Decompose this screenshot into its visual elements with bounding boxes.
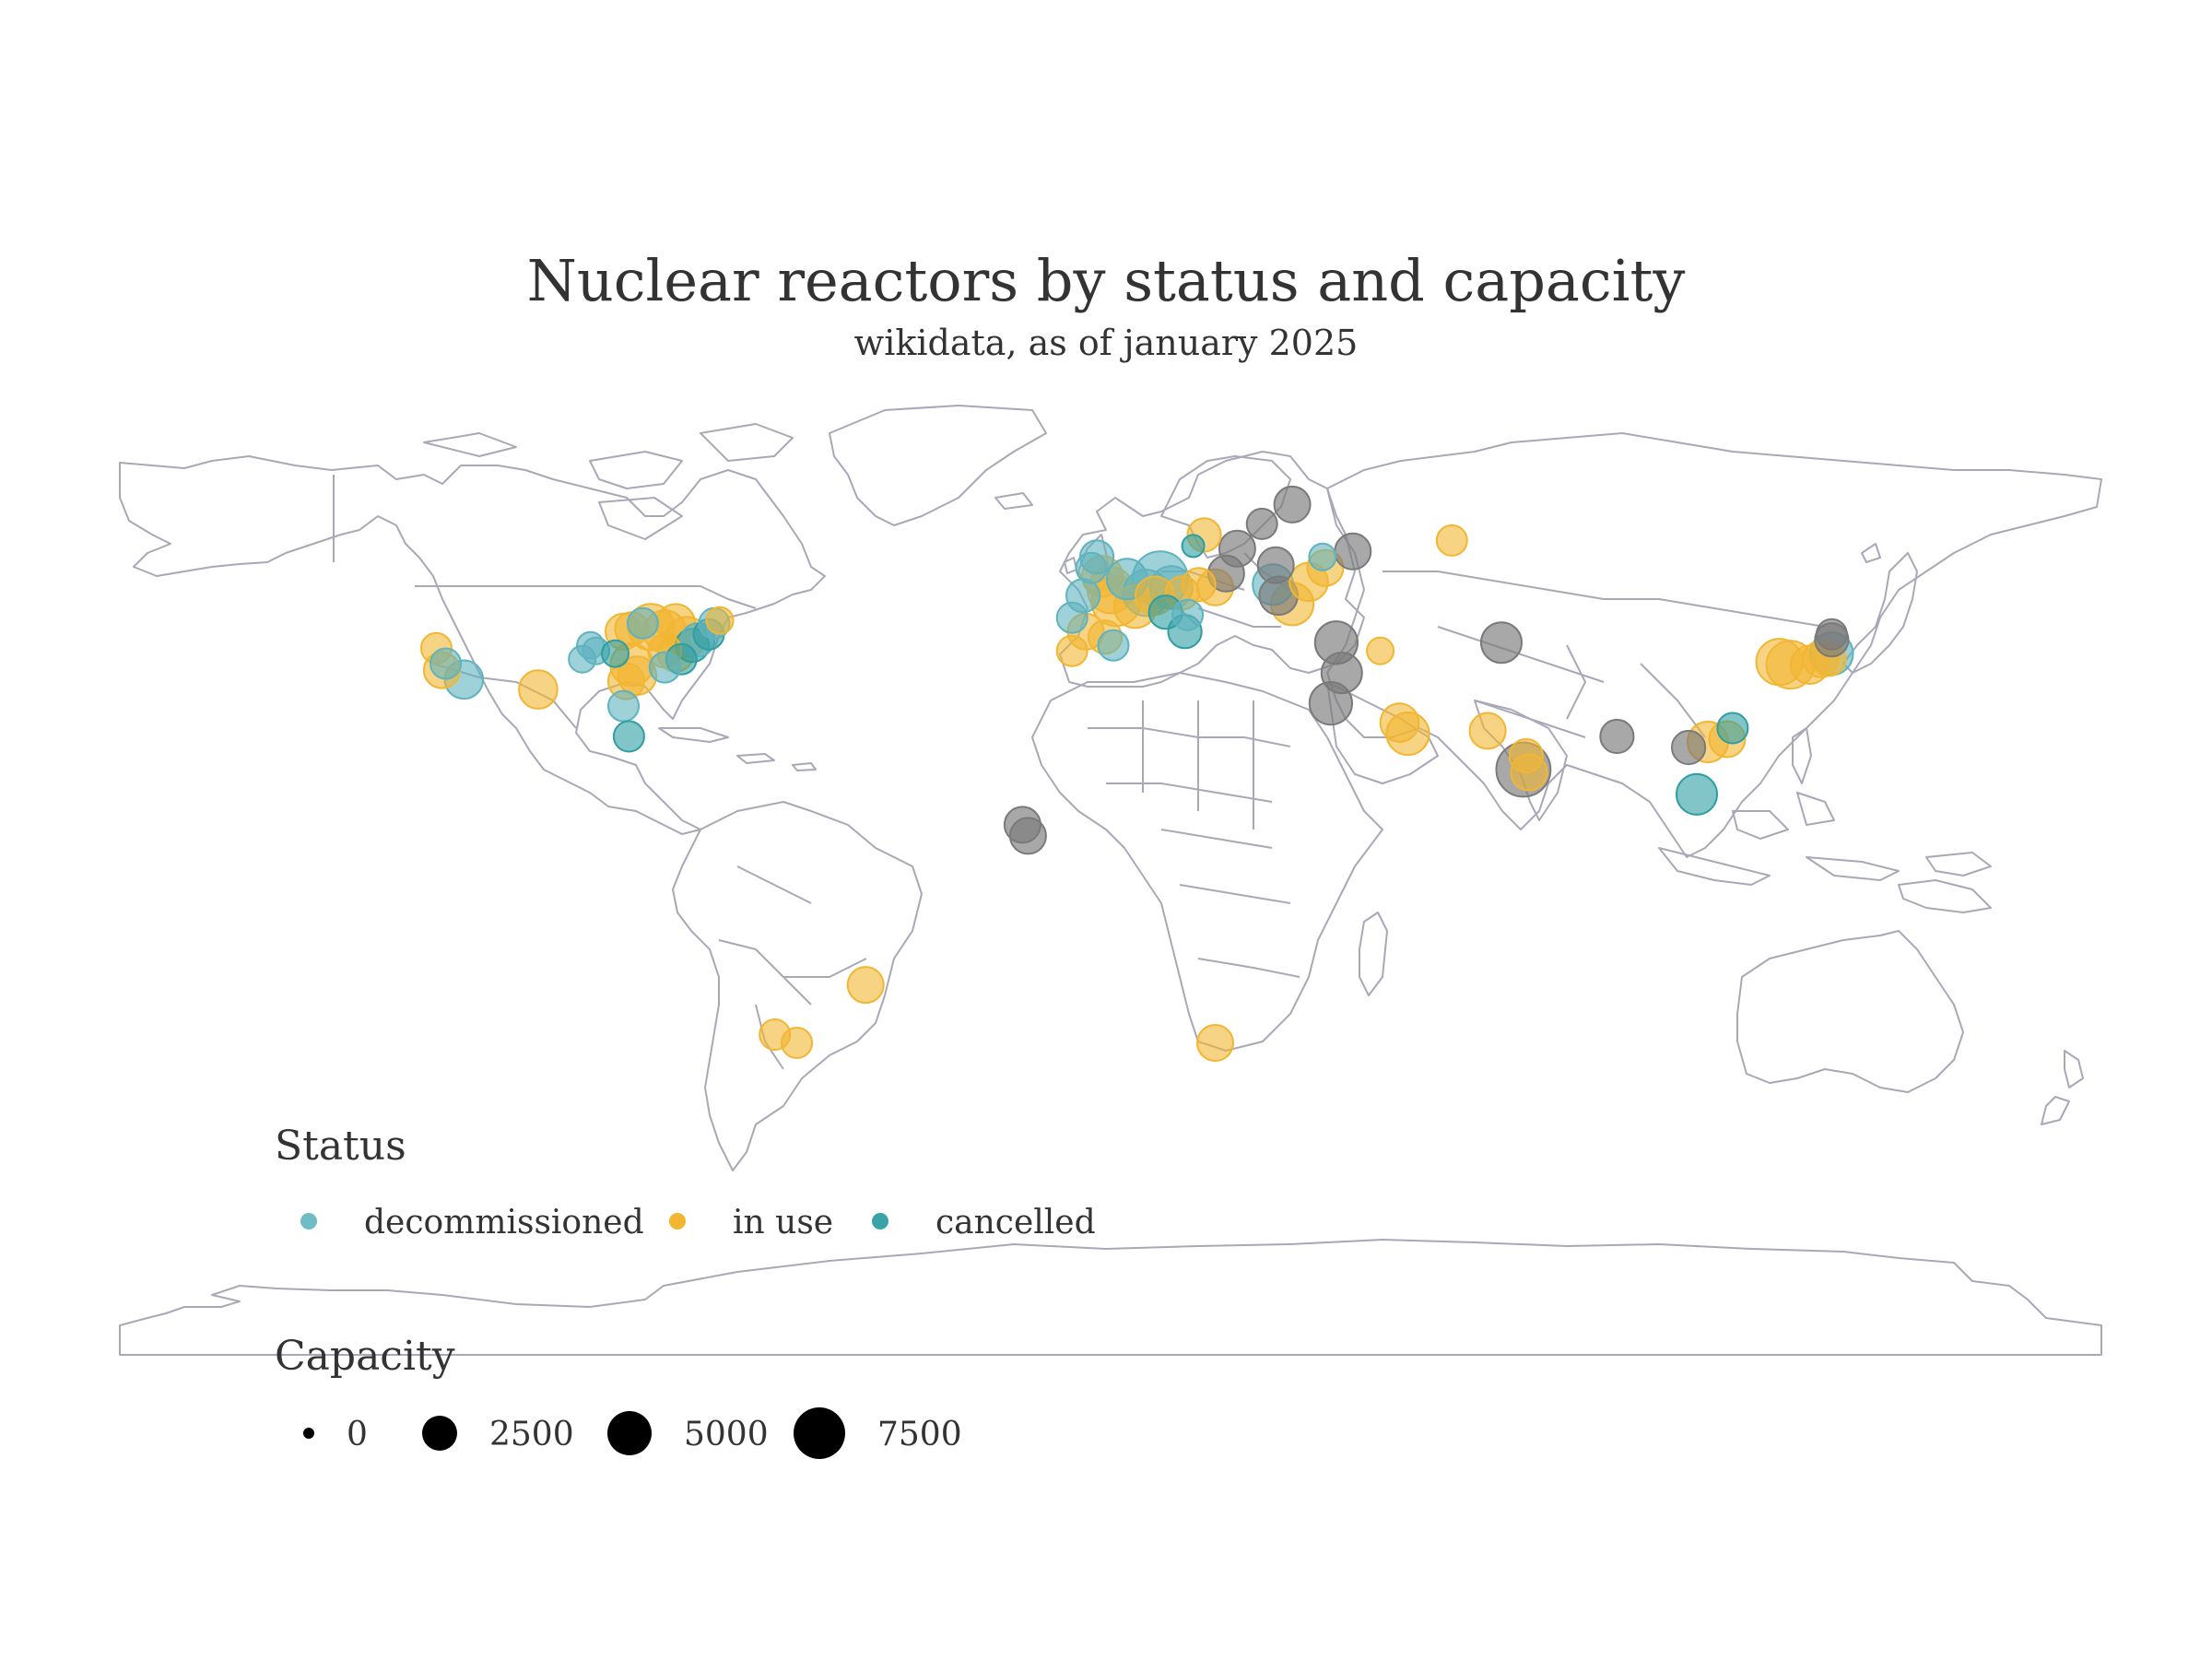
legend-status-label: decommissioned [364,1204,644,1241]
antarctica-outline [119,1239,2102,1356]
reactor-point [612,720,645,753]
reactor-point [846,966,885,1005]
europe-outline [1059,451,1365,688]
australia-outline [1736,930,1964,1093]
legend-capacity-key [607,1411,652,1455]
reactor-point [1815,618,1848,651]
reactor-point [1055,601,1088,634]
reactor-point [1676,772,1718,816]
philippines-outline [1792,727,1812,784]
new-zealand-outline [2041,1050,2084,1125]
reactor-point [1716,712,1749,745]
reactor-point [1055,634,1088,667]
reactor-point [1181,534,1206,559]
legend-capacity-label: 7500 [877,1416,962,1453]
reactor-points [419,485,1854,1062]
reactor-point [1008,817,1047,855]
reactor-point [648,651,681,684]
legend-status-label: cancelled [935,1204,1096,1241]
reactor-point [1480,621,1523,665]
reactor-point [1320,652,1363,695]
reactor-point [1256,546,1295,584]
legend-capacity-label: 5000 [684,1416,769,1453]
map-title: Nuclear reactors by status and capacity [526,247,1686,314]
reactor-point [1671,729,1707,766]
arabia-outline [1326,681,1439,784]
reactor-point [1435,524,1468,557]
southeast-asia-islands [1658,792,1992,886]
legend-status-key [669,1213,686,1230]
legend-capacity-key [303,1428,314,1439]
reactor-point [1097,629,1130,662]
south-america-borders [718,865,867,1070]
reactor-point [1245,507,1278,540]
reactor-point [626,606,659,640]
reactor-point [781,1027,814,1059]
legend-status-key [300,1213,317,1230]
south-america-outline [672,801,923,1171]
north-america-outline [119,455,826,835]
reactor-point [1196,1024,1234,1062]
reactor-point [1218,529,1256,568]
legend-status-key [872,1213,888,1230]
reactor-point [1171,598,1205,631]
new-guinea-outline [1898,879,1992,913]
reactor-point [1334,532,1372,571]
greenland-outline [829,405,1047,526]
madagascar-outline [1359,912,1388,996]
arctic-islands [423,423,1033,540]
reactor-point [518,669,559,710]
reactor-point [1379,702,1420,743]
legend-status-title: Status [275,1123,406,1170]
reactor-point [429,647,463,680]
legend-capacity-title: Capacity [275,1333,455,1380]
reactor-point [1366,636,1395,665]
reactor-point [607,689,640,723]
reactor-point [705,606,735,635]
us-canada-border [415,585,757,609]
africa-borders [1088,700,1300,978]
legend-capacity-key [422,1416,457,1451]
reactor-point [1508,737,1545,774]
reactor-point [1273,485,1312,524]
legend-capacity-label: 2500 [489,1416,574,1453]
africa-outline [1031,672,1383,1052]
legend-capacity-key [794,1407,845,1459]
map-subtitle: wikidata, as of january 2025 [853,323,1359,363]
reactor-point [1468,712,1507,750]
reactor-point [1075,551,1108,584]
legend-capacity-label: 0 [347,1416,368,1453]
legend-status-items: decommissioned in use cancelled [300,1204,1096,1241]
caribbean-islands [658,727,817,771]
legend-status-label: in use [733,1204,833,1241]
reactor-point [1308,542,1337,571]
reactor-point [1599,718,1635,755]
japan-outline [1842,543,1918,674]
legend-capacity-items: 0 2500 5000 7500 [303,1407,962,1459]
reactor-point [1181,567,1217,603]
reactor-point [601,639,629,668]
